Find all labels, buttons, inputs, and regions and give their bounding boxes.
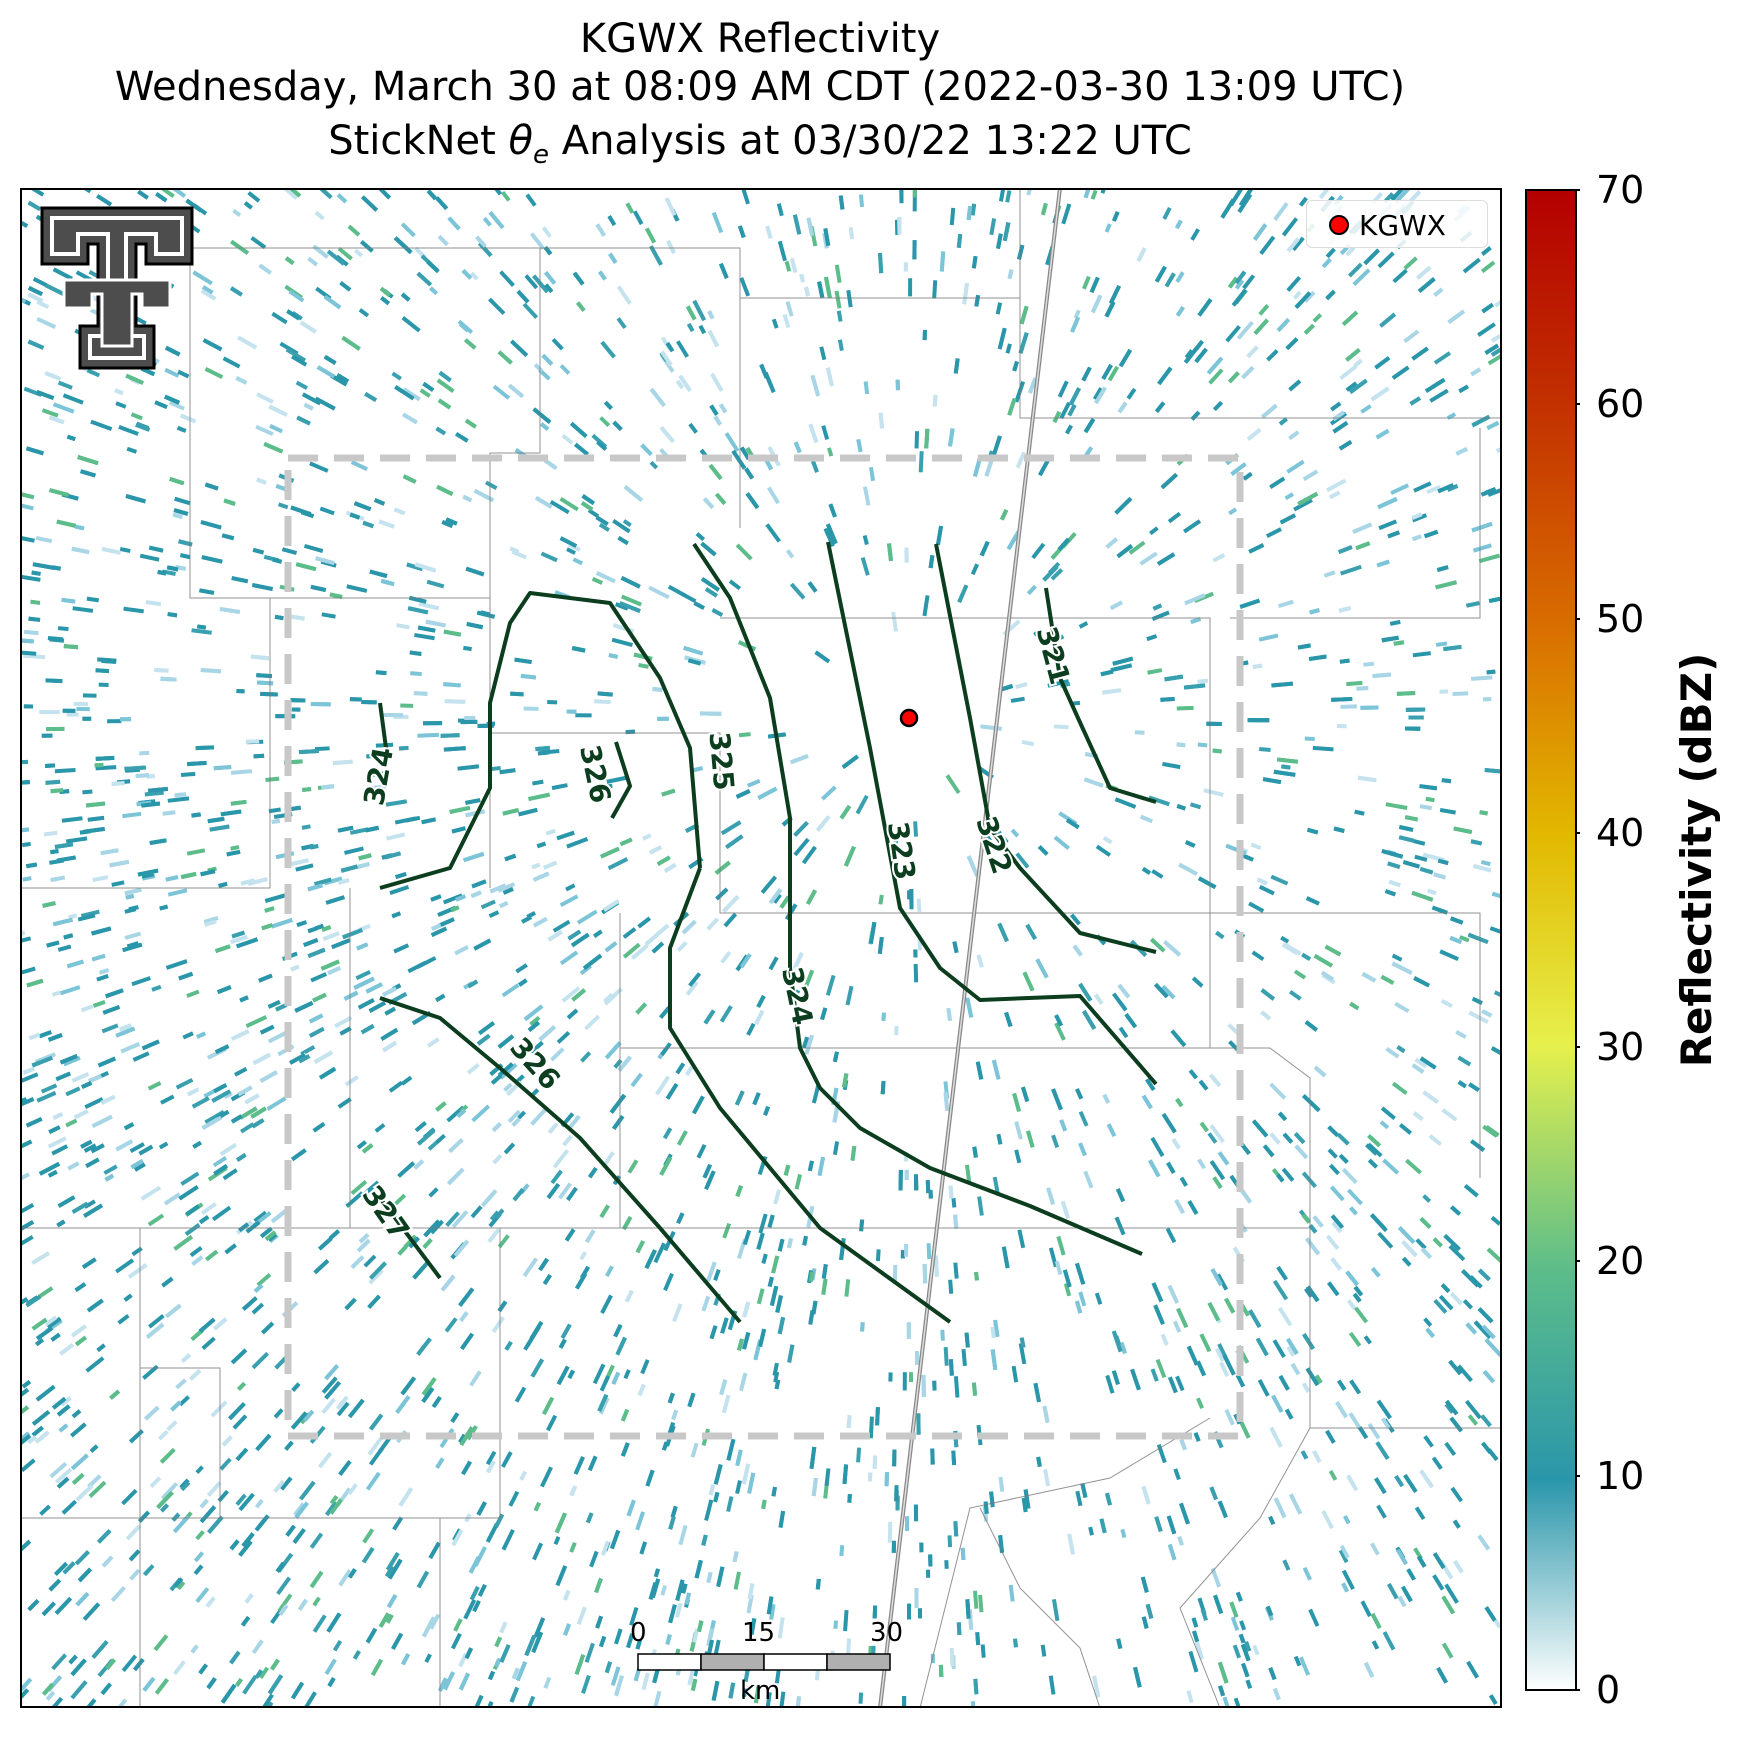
colorbar-tick-0: 0 (1596, 1668, 1621, 1712)
scalebar-tick-30: 30 (870, 1618, 904, 1648)
colorbar-tick-70: 70 (1596, 168, 1645, 212)
map-legend: KGWX (1306, 200, 1488, 248)
colorbar-gradient (1525, 189, 1577, 1691)
colorbar-tick-10: 10 (1596, 1454, 1645, 1498)
theta-e-contours (378, 541, 1158, 1324)
scalebar-tick-0: 0 (630, 1618, 647, 1648)
theta-subscript: e (532, 140, 549, 170)
analysis-domain-box (284, 454, 1244, 1440)
colorbar-tick-20: 20 (1596, 1239, 1645, 1283)
contour-324-right (692, 542, 1143, 1256)
colorbar (1525, 189, 1580, 1691)
map-frame (20, 188, 1502, 1708)
title-line-1: KGWX Reflectivity (579, 16, 941, 62)
colorbar-title: Reflectivity (dBZ) (1672, 652, 1721, 1068)
contour-327 (378, 1196, 442, 1280)
radar-site-marker[interactable] (899, 708, 919, 728)
colorbar-tick-30: 30 (1596, 1025, 1645, 1069)
contour-324-left (378, 702, 388, 749)
reflectivity-field (20, 188, 1502, 1708)
title-line-3: StickNet θe Analysis at 03/30/22 13:22 U… (0, 118, 1520, 170)
contour-label-325: 325 (702, 731, 740, 792)
colorbar-tick-40: 40 (1596, 811, 1645, 855)
scale-bar (637, 1653, 891, 1671)
contour-326-small (610, 741, 632, 819)
radar-map[interactable]: 321 322 323 324 324 325 326 326 327 (20, 188, 1502, 1708)
theta-symbol: θ (508, 118, 533, 164)
legend-marker (1329, 215, 1349, 235)
title-line-2: Wednesday, March 30 at 08:09 AM CDT (202… (114, 64, 1406, 110)
contour-324-lower (668, 867, 952, 1324)
title-line-3-prefix: StickNet (328, 118, 509, 164)
contour-326-lower (379, 996, 742, 1324)
scalebar-unit: km (740, 1676, 781, 1706)
scalebar-tick-15: 15 (742, 1618, 776, 1648)
colorbar-tick-50: 50 (1596, 597, 1645, 641)
colorbar-tick-60: 60 (1596, 382, 1645, 426)
map-background (20, 188, 1502, 1708)
contour-322 (934, 543, 1157, 954)
legend-label: KGWX (1359, 209, 1446, 242)
texas-tech-logo (40, 206, 194, 370)
title-line-3-suffix: Analysis at 03/30/22 13:22 UTC (548, 118, 1192, 164)
contour-325 (379, 591, 702, 890)
contour-323 (826, 541, 1158, 1086)
contour-321 (1044, 587, 1157, 804)
